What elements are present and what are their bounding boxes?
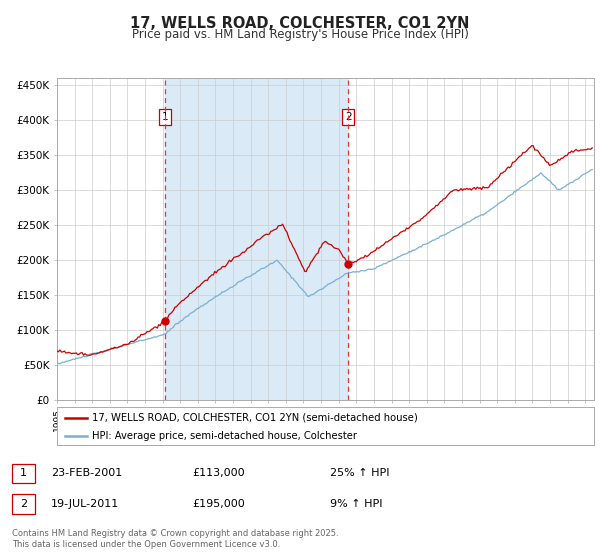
Text: Contains HM Land Registry data © Crown copyright and database right 2025.
This d: Contains HM Land Registry data © Crown c… (12, 529, 338, 549)
Text: 25% ↑ HPI: 25% ↑ HPI (330, 468, 389, 478)
Text: HPI: Average price, semi-detached house, Colchester: HPI: Average price, semi-detached house,… (92, 431, 357, 441)
Text: 17, WELLS ROAD, COLCHESTER, CO1 2YN: 17, WELLS ROAD, COLCHESTER, CO1 2YN (130, 16, 470, 31)
Bar (165, 78, 349, 400)
Text: 9% ↑ HPI: 9% ↑ HPI (330, 499, 383, 509)
Text: 2: 2 (345, 112, 352, 122)
Text: 1: 1 (20, 468, 27, 478)
Text: 17, WELLS ROAD, COLCHESTER, CO1 2YN (semi-detached house): 17, WELLS ROAD, COLCHESTER, CO1 2YN (sem… (92, 413, 418, 423)
Text: 19-JUL-2011: 19-JUL-2011 (51, 499, 119, 509)
Text: Price paid vs. HM Land Registry's House Price Index (HPI): Price paid vs. HM Land Registry's House … (131, 28, 469, 41)
Text: 1: 1 (162, 112, 169, 122)
Text: 2: 2 (20, 499, 27, 509)
Text: £113,000: £113,000 (192, 468, 245, 478)
Text: 23-FEB-2001: 23-FEB-2001 (51, 468, 122, 478)
Text: £195,000: £195,000 (192, 499, 245, 509)
